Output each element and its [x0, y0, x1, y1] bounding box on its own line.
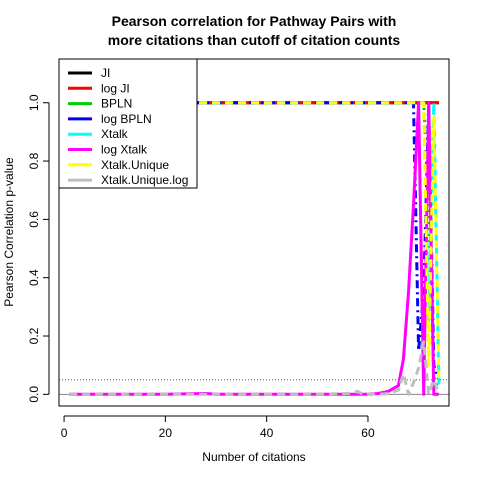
legend-label: Xtalk — [101, 127, 129, 141]
y-tick-label: 0.0 — [27, 386, 41, 403]
x-tick-label: 20 — [159, 426, 173, 440]
x-tick-label: 60 — [361, 426, 375, 440]
x-tick-label: 0 — [61, 426, 68, 440]
legend-label: JI — [101, 66, 110, 80]
x-axis-label: Number of citations — [202, 450, 305, 464]
legend-label: Xtalk.Unique.log — [101, 173, 188, 187]
y-tick-label: 0.8 — [27, 152, 41, 169]
plot-frame — [58, 58, 450, 407]
series-lines — [69, 101, 441, 396]
y-tick-label: 0.6 — [27, 211, 41, 228]
legend-label: BPLN — [101, 97, 132, 111]
legend-label: log Xtalk — [101, 143, 148, 157]
y-tick-label: 1.0 — [27, 94, 41, 111]
reference-lines — [59, 379, 449, 395]
legend-label: log JI — [101, 81, 130, 95]
legend-label: Xtalk.Unique — [101, 158, 169, 172]
chart-title-line-1: Pearson correlation for Pathway Pairs wi… — [112, 13, 397, 29]
y-tick-label: 0.4 — [27, 269, 41, 286]
legend-box — [58, 58, 198, 189]
legend-label: log BPLN — [101, 112, 152, 126]
x-tick-label: 40 — [260, 426, 274, 440]
y-axis-label: Pearson Correlation p-value — [2, 157, 16, 307]
series-line-6 — [69, 101, 441, 380]
series-line-7 — [69, 340, 441, 396]
chart-title-line-2: more citations than cutoff of citation c… — [108, 32, 401, 48]
axes: 0 20 40 60 0.0 0.2 0.4 0.6 0.8 1.0 — [27, 58, 450, 440]
y-tick-label: 0.2 — [27, 327, 41, 344]
